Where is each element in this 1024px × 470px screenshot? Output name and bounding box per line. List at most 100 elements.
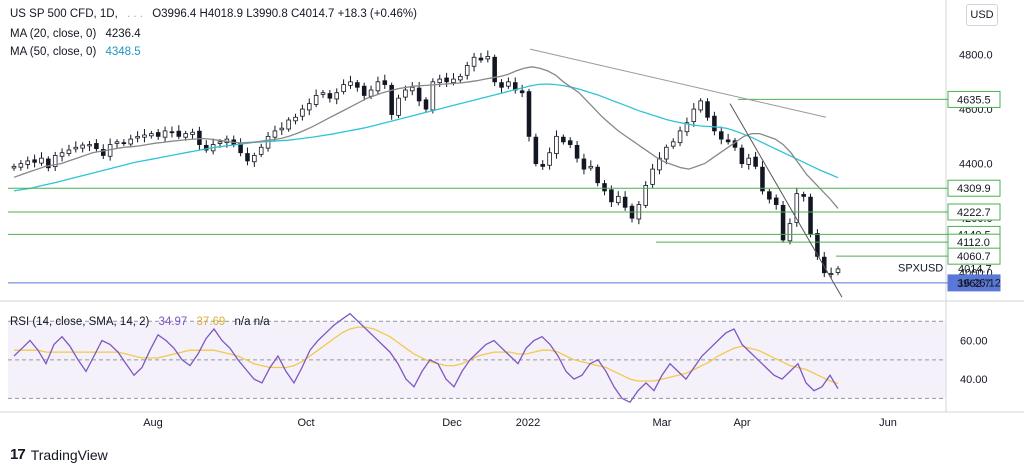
candle-body [142,134,147,138]
candle-body [567,140,573,145]
candle-body [451,78,456,84]
candle-body [272,130,278,138]
candle-body [725,139,731,143]
trendline-channel [729,103,843,298]
candle-body [664,146,669,160]
candle-body [506,81,511,87]
candle-body [66,149,72,154]
candle-body [361,85,367,96]
countdown-label: 16:26:12 [958,278,1001,290]
candle-body [808,196,813,235]
candle-body [265,135,271,149]
candle-body [609,189,614,203]
level-badge [947,179,1001,197]
candle-body [114,141,120,144]
rsi-label[interactable]: RSI (14, close, SMA, 14, 2) [10,316,150,328]
ma20-label[interactable]: MA (20, close, 0) [10,28,97,40]
time-tick-label: Mar [653,417,672,429]
candle-body [492,56,497,83]
candle-body [128,138,134,145]
ma50-value: 4348.5 [105,46,141,58]
tradingview-logo-icon: 17 [10,446,26,463]
candle-body [780,204,786,241]
candle-body [444,77,449,83]
candle-body [691,108,697,123]
candle-body [341,84,346,93]
candle-body [657,157,662,171]
symbol-tag: SPXUSD [898,263,943,275]
symbol-label[interactable]: US SP 500 CFD, 1D, [10,8,118,20]
time-tick-label: Apr [733,417,750,429]
price-tick-label: 4400.0 [959,159,993,171]
candle-body [100,149,106,156]
level-label: 4635.5 [957,94,991,106]
candle-body [203,144,209,151]
last-price-label: 4014.7 [958,264,992,276]
candle-body [622,196,628,208]
ma50-legend: MA (50, close, 0) 4348.5 [10,46,147,58]
candle-body [149,133,154,137]
candle-body [59,152,65,157]
candle-body [217,141,223,144]
candle-body [458,75,463,81]
candle-body [773,197,779,205]
ohlc-values: O3996.4 H4018.9 L3990.8 C4014.7 +18.3 (+… [152,8,417,20]
candle-body [753,156,758,167]
ma50-label[interactable]: MA (50, close, 0) [10,46,97,58]
candle-body [403,89,408,98]
level-label: 4060.7 [957,251,991,263]
candle-body [258,146,264,155]
candle-body [677,130,683,144]
rsi-value: 34.97 [158,316,188,328]
candle-body [252,155,257,163]
candle-body [821,256,827,274]
candle-body [684,122,690,133]
rsi-line [13,312,839,404]
candle-body [815,233,820,257]
price-tick-label: 4800.0 [959,50,993,62]
candle-body [94,143,99,150]
candle-body [471,56,477,67]
candle-body [574,144,580,159]
candle-body [155,132,161,137]
candle-body [746,157,752,165]
candle-body [279,127,285,131]
candle-body [718,131,724,140]
candle-body [787,223,793,242]
time-tick-label: Dec [442,417,462,429]
candle-body [313,95,319,105]
candle-body [801,194,806,197]
more-dots[interactable]: . . . [127,8,143,20]
level-badge [947,90,1001,108]
candle-body [526,91,532,137]
candle-body [355,82,360,88]
candle-body [650,168,655,185]
candle-body [794,193,800,223]
level-label: 4309.9 [957,183,991,195]
candle-body [464,65,470,76]
rsi-tail: n/a n/a [234,316,270,328]
candle-body [478,57,484,61]
candle-body [643,185,649,206]
price-legend: US SP 500 CFD, 1D, . . . O3996.4 H4018.9… [10,8,423,20]
time-tick-label: Aug [143,417,163,429]
candle-body [32,159,37,163]
level-badge [947,203,1001,221]
candle-body [368,89,374,97]
candle-body [286,119,291,130]
candle-body [169,131,175,134]
level-label: 3962.7 [957,278,991,290]
level-label: 4222.7 [957,207,991,219]
candle-body [300,108,305,117]
candle-body [306,103,312,111]
candle-body [25,160,31,165]
time-tick-label: Oct [297,417,314,429]
candle-body [396,97,401,116]
currency-button[interactable]: USD [966,4,998,26]
candle-body [375,81,381,92]
candle-body [197,130,202,145]
candle-body [533,136,539,165]
candle-body [121,142,127,145]
brand[interactable]: 17 TradingView [10,446,108,463]
